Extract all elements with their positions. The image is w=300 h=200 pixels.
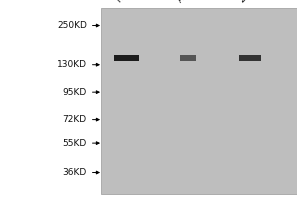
Text: 72KD: 72KD xyxy=(63,115,87,124)
Bar xyxy=(114,55,139,61)
Text: 293T: 293T xyxy=(238,0,259,4)
Text: A549: A549 xyxy=(176,0,197,4)
Bar xyxy=(101,8,297,194)
Bar xyxy=(180,55,196,61)
Text: 130KD: 130KD xyxy=(57,60,87,69)
Text: Hela: Hela xyxy=(114,0,134,4)
Text: 36KD: 36KD xyxy=(62,168,87,177)
Bar xyxy=(239,55,261,61)
Text: 95KD: 95KD xyxy=(62,88,87,97)
Text: 55KD: 55KD xyxy=(62,139,87,148)
Text: 250KD: 250KD xyxy=(57,21,87,30)
